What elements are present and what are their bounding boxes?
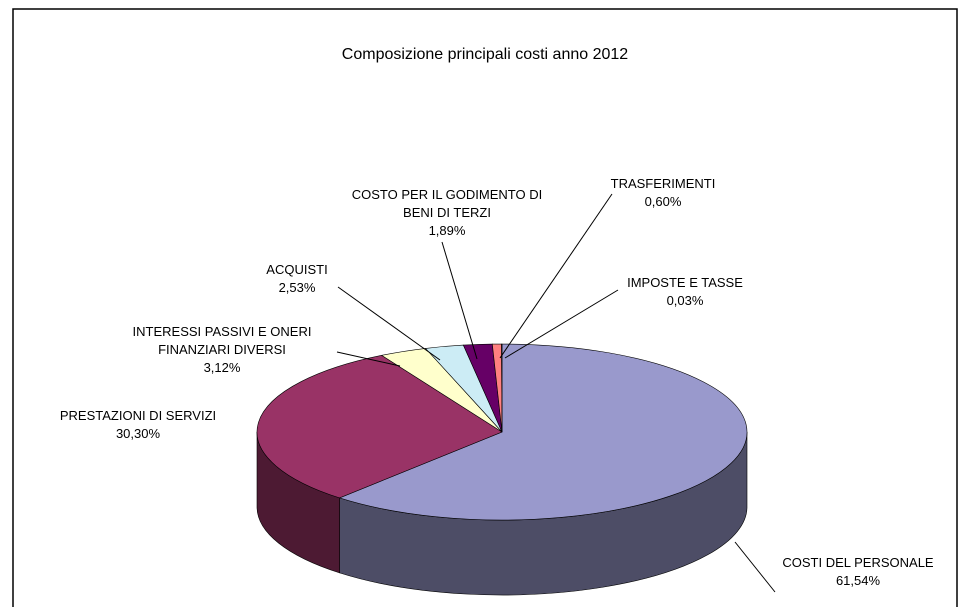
slice [338, 343, 748, 521]
slice [256, 355, 503, 499]
data-label: TRASFERIMENTI 0,60% [583, 175, 743, 211]
value-label: 30,30% [115, 426, 161, 441]
category-label: PRESTAZIONI DI SERVIZI [59, 408, 217, 423]
data-label: PRESTAZIONI DI SERVIZI 30,30% [28, 407, 248, 443]
value-label: 0,03% [666, 293, 704, 308]
category-label: ACQUISTI [266, 262, 328, 277]
leader-line [337, 286, 441, 361]
category-label: INTERESSI PASSIVI E ONERI FINANZIARI DIV… [132, 324, 312, 357]
category-label: COSTI DEL PERSONALE [782, 555, 934, 570]
category-label: COSTO PER IL GODIMENTO DI BENI DI TERZI [351, 187, 543, 220]
data-label: INTERESSI PASSIVI E ONERI FINANZIARI DIV… [102, 323, 342, 377]
leader-line [504, 289, 619, 359]
value-label: 3,12% [203, 360, 241, 375]
data-label: ACQUISTI 2,53% [247, 261, 347, 297]
category-label: IMPOSTE E TASSE [627, 275, 743, 290]
data-label: IMPOSTE E TASSE 0,03% [605, 274, 765, 310]
value-label: 2,53% [278, 280, 316, 295]
value-label: 1,89% [428, 223, 466, 238]
data-label: COSTO PER IL GODIMENTO DI BENI DI TERZI 1… [347, 186, 547, 240]
leader-line [441, 241, 478, 360]
value-label: 61,54% [835, 573, 881, 588]
leader-line [499, 193, 613, 359]
leader-line [734, 541, 776, 593]
value-label: 0,60% [644, 194, 682, 209]
leader-line [336, 351, 401, 367]
category-label: TRASFERIMENTI [610, 176, 716, 191]
data-label: COSTI DEL PERSONALE 61,54% [758, 554, 958, 590]
chart-title: Composizione principali costi anno 2012 [341, 46, 629, 63]
